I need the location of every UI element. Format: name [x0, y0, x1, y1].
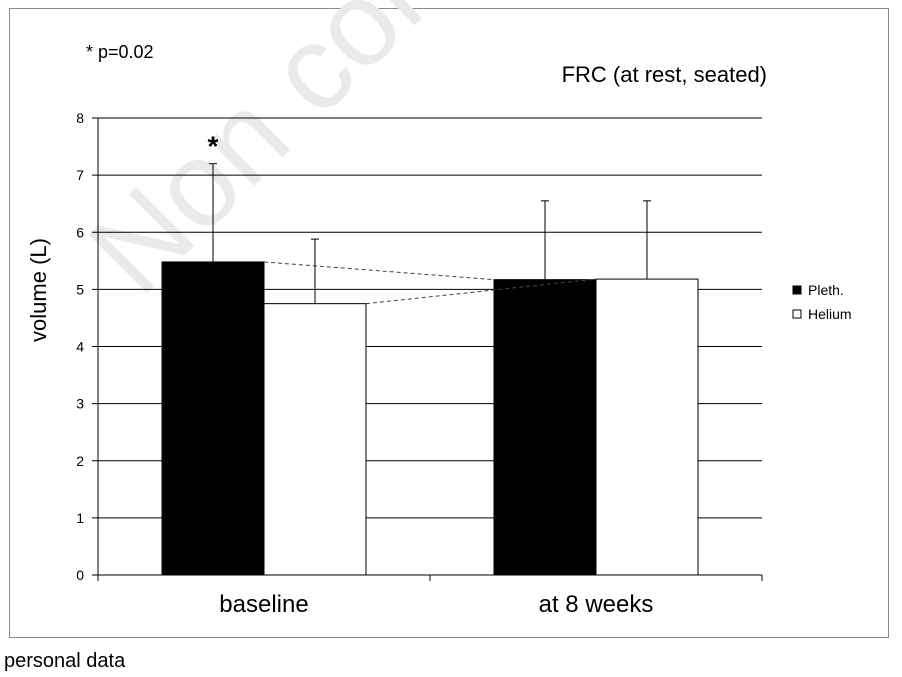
- y-tick-label: 4: [76, 339, 84, 355]
- legend-swatch-pleth: [792, 285, 802, 295]
- y-tick-label: 2: [76, 453, 84, 469]
- y-tick-label: 5: [76, 281, 84, 297]
- y-axis-label: volume (L): [26, 238, 51, 342]
- chart-frame: [9, 8, 889, 638]
- legend-label-pleth: Pleth.: [808, 282, 844, 298]
- x-category-label: baseline: [219, 591, 308, 618]
- p-value-note: * p=0.02: [86, 42, 154, 62]
- bars: [161, 261, 699, 576]
- significance-star: *: [208, 131, 219, 162]
- error-bars: [209, 163, 651, 304]
- y-tick-label: 8: [76, 110, 84, 126]
- y-axis: 0 1 2 3 4 5 6 7 8: [76, 110, 99, 583]
- y-tick-label: 3: [76, 396, 84, 412]
- connector-lines: [263, 261, 597, 305]
- y-tick-label: 1: [76, 510, 84, 526]
- bar-helium-1: [595, 278, 699, 576]
- footer-note: personal data: [4, 650, 126, 672]
- legend-label-helium: Helium: [808, 306, 852, 322]
- bar-pleth-0: [161, 261, 265, 576]
- x-axis: baseline at 8 weeks: [97, 574, 763, 618]
- y-tick-label: 6: [76, 224, 84, 240]
- connector-pleth: [263, 261, 495, 281]
- bar-pleth-1: [493, 279, 597, 576]
- y-tick-label: 7: [76, 167, 84, 183]
- legend: Pleth. Helium: [792, 282, 852, 322]
- legend-swatch-helium: [792, 309, 802, 319]
- bar-helium-0: [263, 303, 367, 576]
- connector-helium: [365, 278, 597, 305]
- chart-title: FRC (at rest, seated): [562, 62, 767, 87]
- y-tick-label: 0: [76, 567, 84, 583]
- x-category-label: at 8 weeks: [539, 591, 654, 618]
- annotations: *: [208, 131, 219, 162]
